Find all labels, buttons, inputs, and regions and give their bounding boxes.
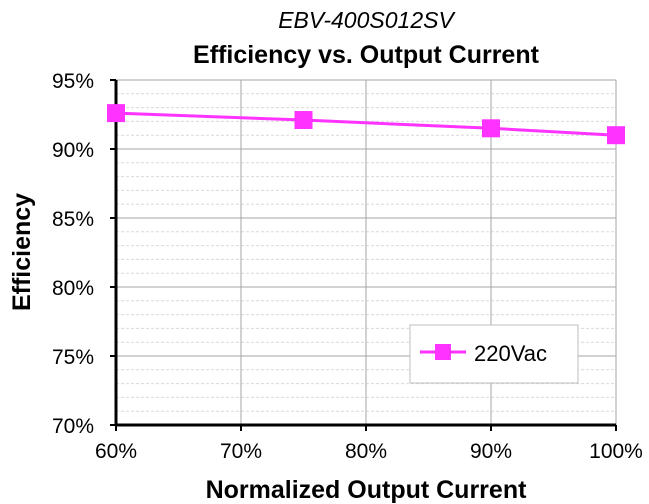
y-tick-label: 95% — [52, 70, 94, 93]
x-tick-label: 90% — [470, 440, 512, 463]
x-axis-label: Normalized Output Current — [206, 476, 528, 504]
x-tick-label: 80% — [345, 440, 387, 463]
y-axis-ticks: 70% 75% 80% 85% 90% 95% — [52, 70, 116, 438]
series-220vac — [107, 104, 625, 145]
x-tick-label: 100% — [589, 440, 643, 463]
chart-subtitle: EBV-400S012SV — [278, 7, 456, 33]
data-point — [482, 119, 500, 138]
data-point — [607, 126, 625, 145]
chart-title: Efficiency vs. Output Current — [193, 41, 540, 69]
y-tick-label: 90% — [52, 139, 94, 162]
y-tick-label: 75% — [52, 346, 94, 369]
x-axis-ticks: 60% 70% 80% 90% 100% — [95, 425, 643, 463]
data-point — [107, 104, 125, 123]
x-tick-label: 70% — [220, 440, 262, 463]
data-point — [294, 111, 313, 130]
y-tick-label: 70% — [52, 415, 94, 438]
y-tick-label: 80% — [52, 277, 94, 300]
legend-label: 220Vac — [474, 341, 547, 366]
series-line — [115, 111, 617, 137]
legend: 220Vac — [409, 324, 579, 384]
x-tick-label: 60% — [95, 440, 137, 463]
legend-marker — [435, 344, 451, 360]
y-axis-label: Efficiency — [8, 193, 36, 311]
y-tick-label: 85% — [52, 208, 94, 231]
